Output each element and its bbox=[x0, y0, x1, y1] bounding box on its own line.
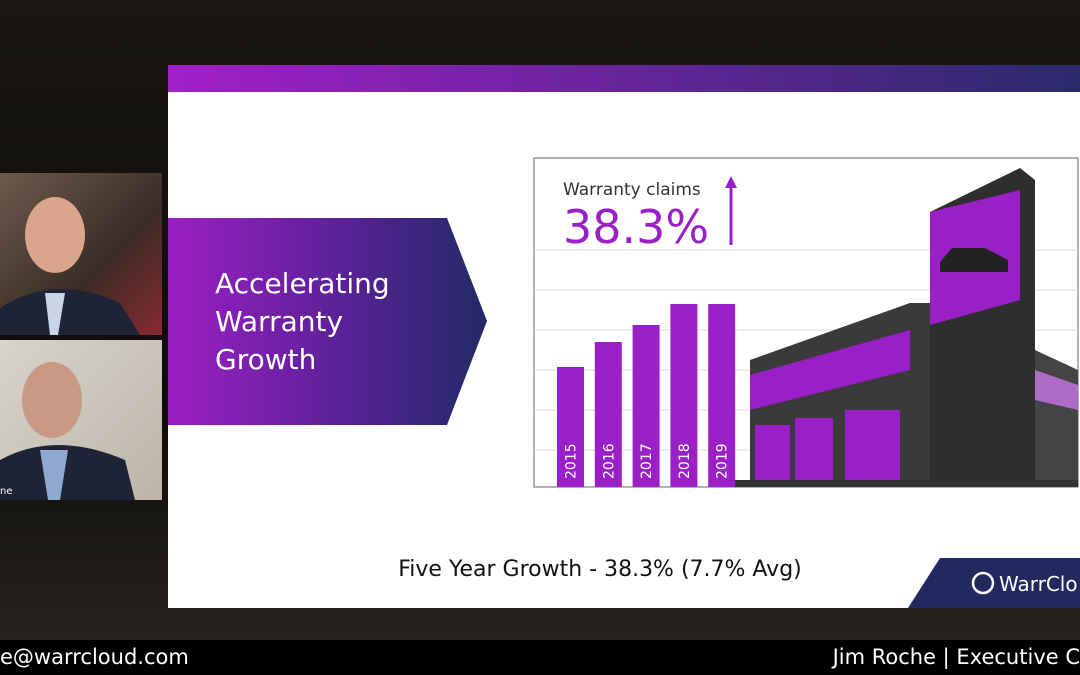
bar bbox=[557, 367, 584, 487]
bar-label: 2016 bbox=[601, 443, 617, 479]
bar-label: 2017 bbox=[639, 443, 655, 479]
logo-text: WarrClo bbox=[999, 572, 1078, 596]
slide-caption: Five Year Growth - 38.3% (7.7% Avg) bbox=[398, 557, 802, 582]
footer-email: e@warrcloud.com bbox=[0, 645, 189, 669]
participant-label: ne bbox=[0, 486, 13, 497]
bar bbox=[632, 325, 660, 487]
participant-video: ne bbox=[0, 340, 162, 500]
slide-heading: Warranty bbox=[215, 305, 343, 338]
bar-label: 2018 bbox=[677, 443, 693, 479]
building-illustration bbox=[735, 168, 1078, 487]
slide-heading: Growth bbox=[215, 343, 316, 376]
callout-value: 38.3% bbox=[563, 200, 709, 254]
person-icon: ne bbox=[0, 362, 135, 500]
footer-name: Jim Roche | Executive C bbox=[831, 645, 1080, 670]
bar-label: 2015 bbox=[564, 443, 580, 479]
bar-label: 2019 bbox=[715, 443, 731, 479]
participant-video bbox=[0, 173, 162, 335]
person-icon bbox=[0, 197, 140, 335]
bar bbox=[594, 342, 622, 487]
callout-label: Warranty claims bbox=[563, 180, 701, 200]
slide-heading: Accelerating bbox=[215, 267, 390, 300]
bar bbox=[708, 304, 736, 487]
bar bbox=[670, 304, 698, 487]
